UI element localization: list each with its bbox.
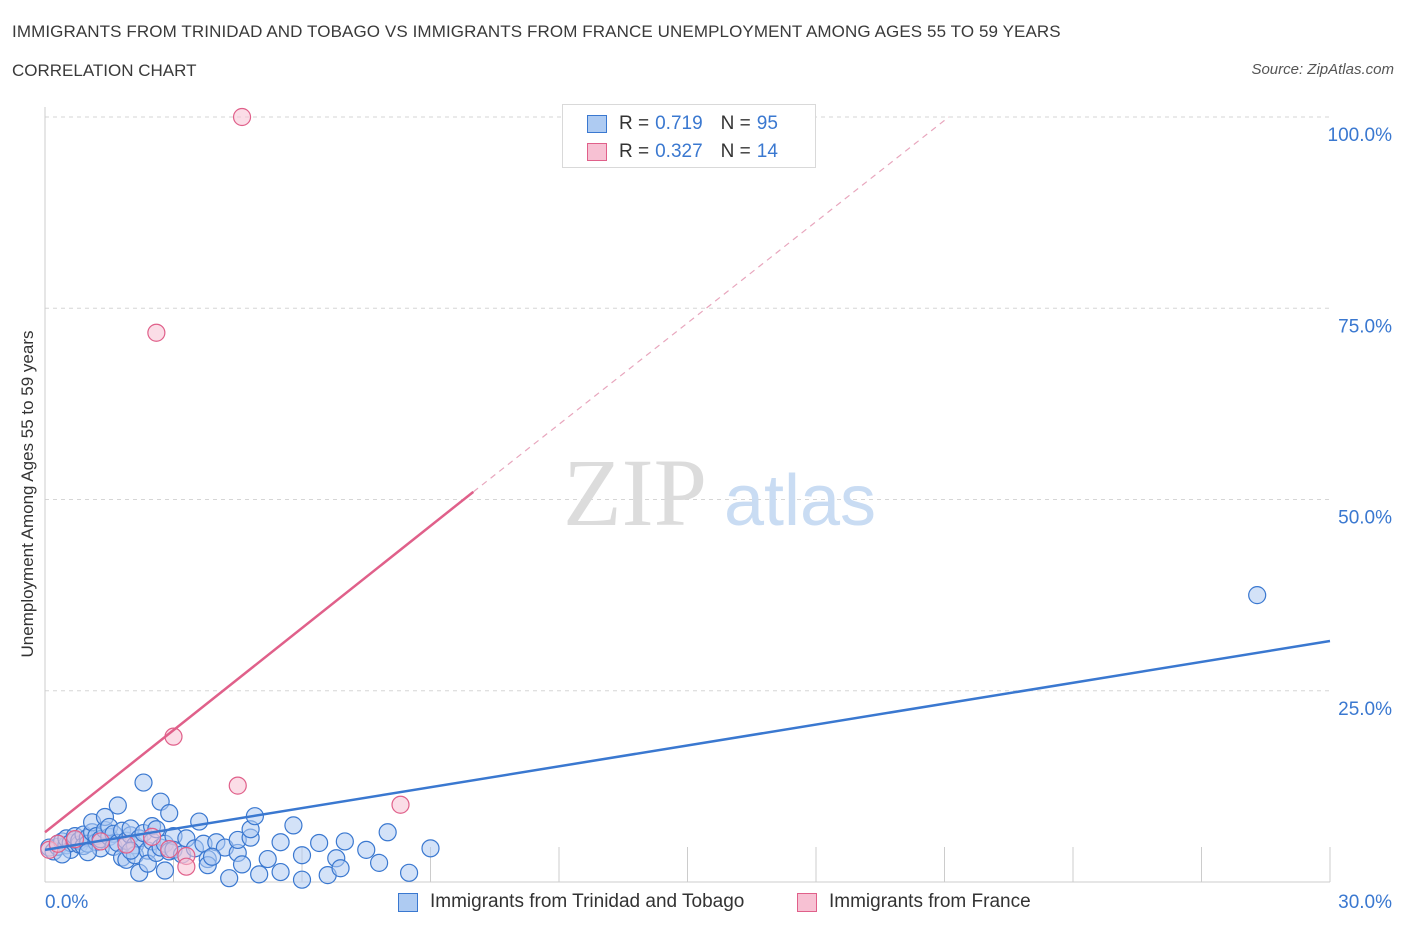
y-tick-label: 100.0% (1328, 125, 1393, 146)
trend-lines (44, 116, 1331, 852)
trinidad-point (284, 816, 303, 835)
legend-r-value: 0.327 (655, 141, 703, 162)
trinidad-point (190, 812, 209, 831)
source-credit: Source: ZipAtlas.com (1251, 61, 1394, 78)
trinidad-point (331, 859, 350, 878)
bottom-legend-label-france: Immigrants from France (829, 891, 1031, 912)
legend-n-value: 95 (756, 113, 778, 134)
trinidad-point (271, 862, 290, 882)
trinidad-point (421, 839, 440, 858)
bottom-legend-label-trinidad: Immigrants from Trinidad and Tobago (430, 891, 745, 912)
france-point (232, 107, 252, 127)
trinidad-point (232, 855, 252, 874)
legend-r-label: R = (619, 113, 650, 134)
trinidad-point (108, 796, 127, 815)
trinidad-point (357, 840, 376, 859)
trinidad-point (292, 870, 312, 889)
tick-labels: 25.0% 50.0% 75.0% 100.0% 0.0% 30.0% (45, 125, 1392, 913)
grid-lines (45, 116, 1330, 692)
legend-row-france: R = 0.327 N = 14 (587, 140, 778, 164)
trinidad-point (399, 863, 419, 882)
watermark-zip: ZIP (563, 439, 707, 546)
france-point (391, 795, 410, 814)
trinidad-point (134, 773, 153, 792)
bottom-legend-france: Immigrants from France (797, 890, 1031, 914)
trinidad-point (202, 847, 222, 866)
legend-r-value: 0.719 (655, 113, 703, 134)
trinidad-point (310, 833, 329, 853)
y-tick-label: 25.0% (1338, 699, 1392, 720)
trinidad-point (1248, 586, 1267, 605)
trinidad-point (155, 861, 175, 880)
trinidad-point (292, 846, 312, 865)
stats-legend: R = 0.719 N = 95 R = 0.327 N = 14 (562, 104, 816, 168)
chart-subtitle: CORRELATION CHART (12, 61, 197, 80)
trinidad-point (271, 833, 290, 852)
legend-n-label: N = (720, 141, 751, 162)
watermark-atlas: atlas (724, 461, 876, 541)
series-trinidad-points (40, 586, 1267, 889)
trinidad-point (335, 832, 354, 851)
bottom-legend-swatch-blue (398, 892, 418, 912)
trinidad-point (160, 804, 179, 823)
france-point (147, 323, 166, 342)
trinidad-point (250, 865, 269, 884)
chart-title: IMMIGRANTS FROM TRINIDAD AND TOBAGO VS I… (12, 22, 1061, 41)
france-point (228, 776, 247, 795)
x-tick-label-max: 30.0% (1338, 892, 1392, 913)
legend-swatch-blue (587, 115, 607, 133)
legend-n-value: 14 (756, 141, 778, 162)
y-tick-label: 50.0% (1338, 508, 1392, 529)
legend-swatch-pink (587, 143, 607, 161)
france-point (160, 840, 179, 859)
trinidad-trend-line (44, 639, 1331, 852)
y-axis-label: Unemployment Among Ages 55 to 59 years (18, 330, 37, 658)
watermark: ZIP atlas (563, 439, 876, 546)
trinidad-point (220, 869, 239, 888)
bottom-legend-swatch-pink (797, 892, 817, 912)
france-point (177, 857, 196, 876)
trinidad-point (370, 853, 389, 872)
france-trend-line (44, 490, 475, 834)
x-tick-label-min: 0.0% (45, 892, 88, 913)
legend-row-trinidad: R = 0.719 N = 95 (587, 112, 778, 136)
trinidad-point (258, 849, 277, 869)
legend-r-label: R = (619, 141, 650, 162)
france-trend-extension (472, 116, 950, 493)
bottom-legend-trinidad: Immigrants from Trinidad and Tobago (398, 890, 744, 914)
trinidad-point (378, 823, 397, 842)
legend-n-label: N = (720, 113, 751, 134)
series-france-points (40, 107, 410, 876)
y-tick-label: 75.0% (1338, 316, 1392, 337)
